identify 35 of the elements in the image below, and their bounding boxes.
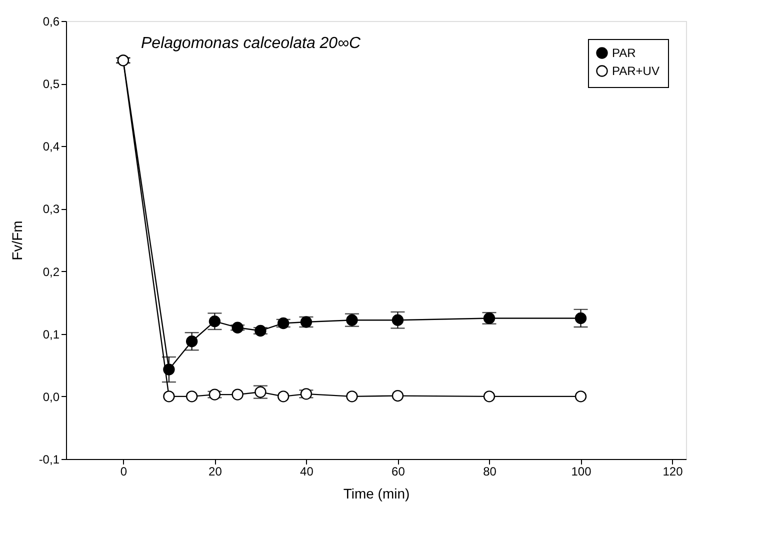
y-tick-label: 0,5 — [42, 77, 60, 92]
point — [392, 314, 404, 326]
point — [232, 388, 244, 400]
x-tick-label: 60 — [392, 464, 406, 478]
point — [574, 390, 587, 402]
x-tick-label: 40 — [300, 464, 314, 478]
point — [186, 336, 198, 348]
point — [163, 390, 175, 402]
x-axis-title: Time (min) — [343, 486, 410, 502]
point — [346, 390, 358, 402]
x-tick-label: 100 — [571, 464, 592, 478]
point — [574, 312, 587, 324]
x-tick-label: 80 — [483, 464, 497, 478]
x-tick-label: 20 — [208, 464, 222, 478]
x-tick-label: 0 — [120, 464, 128, 478]
point — [208, 316, 221, 328]
point — [254, 324, 266, 337]
y-tick-label: -0,1 — [38, 452, 60, 466]
y-tick-label: 0,1 — [42, 327, 60, 342]
y-axis-title: Fv/Fm — [8, 220, 25, 260]
y-tick-label: 0,6 — [42, 14, 60, 28]
legend-label: PAR — [612, 46, 636, 60]
point — [232, 322, 244, 334]
y-tick-label: 0,3 — [42, 202, 60, 216]
point — [163, 364, 175, 376]
point — [186, 390, 198, 402]
y-tick-label: 0,4 — [42, 140, 60, 154]
text: Pelagomonas calceolata 20∞C — [141, 35, 361, 52]
y-tick-label: 0,2 — [42, 264, 60, 279]
point — [392, 390, 404, 402]
legend-label: PAR+UV — [612, 64, 660, 78]
point — [483, 390, 496, 402]
point — [278, 390, 290, 402]
x-tick-label: 120 — [662, 464, 684, 478]
y-tick-label: 0,0 — [42, 390, 60, 404]
